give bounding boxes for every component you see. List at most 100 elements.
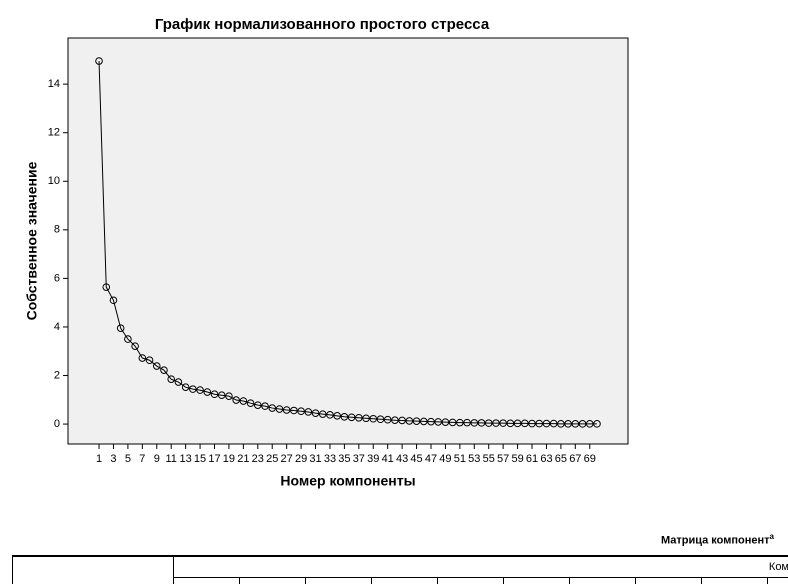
y-tick-label: 0 [54,418,60,430]
y-tick-label: 6 [54,272,60,284]
x-tick-label: 1 [96,453,102,465]
y-tick-label: 14 [48,78,60,90]
x-tick-label: 3 [110,453,116,465]
x-tick-label: 27 [281,453,293,465]
point [246,399,255,408]
point [369,414,378,423]
point [398,416,406,425]
plot-area [67,37,629,445]
x-tick-label: 61 [526,453,538,465]
point [275,405,284,413]
point [513,419,522,428]
point [109,296,118,305]
point [326,411,334,419]
x-tick-label: 41 [382,453,394,465]
point [578,420,587,428]
y-axis-label: Собственное значение [24,161,40,320]
point [585,420,594,428]
point [492,419,500,427]
x-tick-label: 17 [208,453,220,465]
point [181,383,190,391]
x-tick-label: 51 [454,453,466,465]
point [535,419,544,428]
x-tick-label: 21 [237,453,249,465]
point [167,375,175,383]
x-tick-label: 39 [367,453,379,465]
point [333,412,341,420]
point [564,420,572,428]
table-cell [372,578,438,584]
point [383,415,392,424]
point [189,385,197,393]
table-cell [306,578,372,584]
x-tick-label: 25 [266,453,278,465]
point [196,386,204,394]
x-tick-label: 29 [295,453,307,465]
y-tick-label: 8 [54,224,60,236]
x-tick-label: 43 [396,453,408,465]
point [549,419,558,428]
x-tick-label: 59 [511,453,523,465]
x-tick-label: 63 [540,453,552,465]
table: Ком [12,555,788,584]
table-corner [13,557,174,584]
x-tick-label: 45 [410,453,422,465]
table-header-text: Ком [768,561,788,573]
x-tick-label: 35 [338,453,350,465]
point [95,57,103,65]
x-tick-label: 69 [584,453,596,465]
x-axis-label: Номер компоненты [280,473,415,489]
x-tick-label: 31 [309,453,321,465]
point [434,418,443,426]
point [124,335,132,343]
table-header: Ком [174,557,788,578]
point [405,417,414,425]
point [477,419,486,427]
x-tick-label: 15 [194,453,206,465]
point [463,418,471,427]
table-cell [504,578,570,584]
table-title: Матрица компонентa [661,532,774,547]
point [145,356,154,365]
x-tick-label: 67 [569,453,581,465]
x-tick-label: 23 [252,453,264,465]
x-tick-label: 13 [180,453,192,465]
point [347,413,356,422]
x-tick-label: 37 [353,453,365,465]
x-tick-label: 9 [154,453,160,465]
point [412,417,421,425]
point [441,418,450,426]
point [521,419,529,428]
point [138,354,147,362]
point [225,392,233,400]
point [593,420,601,428]
chart-title: График нормализованного простого стресса [155,16,490,33]
point [239,397,248,405]
point [318,410,327,418]
point [116,324,125,332]
chart: График нормализованного простого стресса… [24,16,629,489]
point [542,419,551,428]
table-cell [174,578,240,584]
point [174,378,183,386]
point [376,415,385,424]
point [340,413,349,421]
x-tick-label: 33 [324,453,336,465]
y-tick-label: 4 [54,321,60,333]
x-tick-label: 7 [139,453,145,465]
point [268,404,277,412]
point [152,362,161,370]
x-tick-label: 49 [439,453,451,465]
y-tick-label: 12 [48,127,60,139]
x-tick-label: 55 [483,453,495,465]
table-cell [240,578,306,584]
point [304,408,313,416]
y-tick-label: 2 [54,369,60,381]
point [203,388,212,396]
point [311,409,320,417]
point [470,419,479,427]
x-tick-label: 47 [425,453,437,465]
point [528,419,536,428]
point [484,419,493,427]
